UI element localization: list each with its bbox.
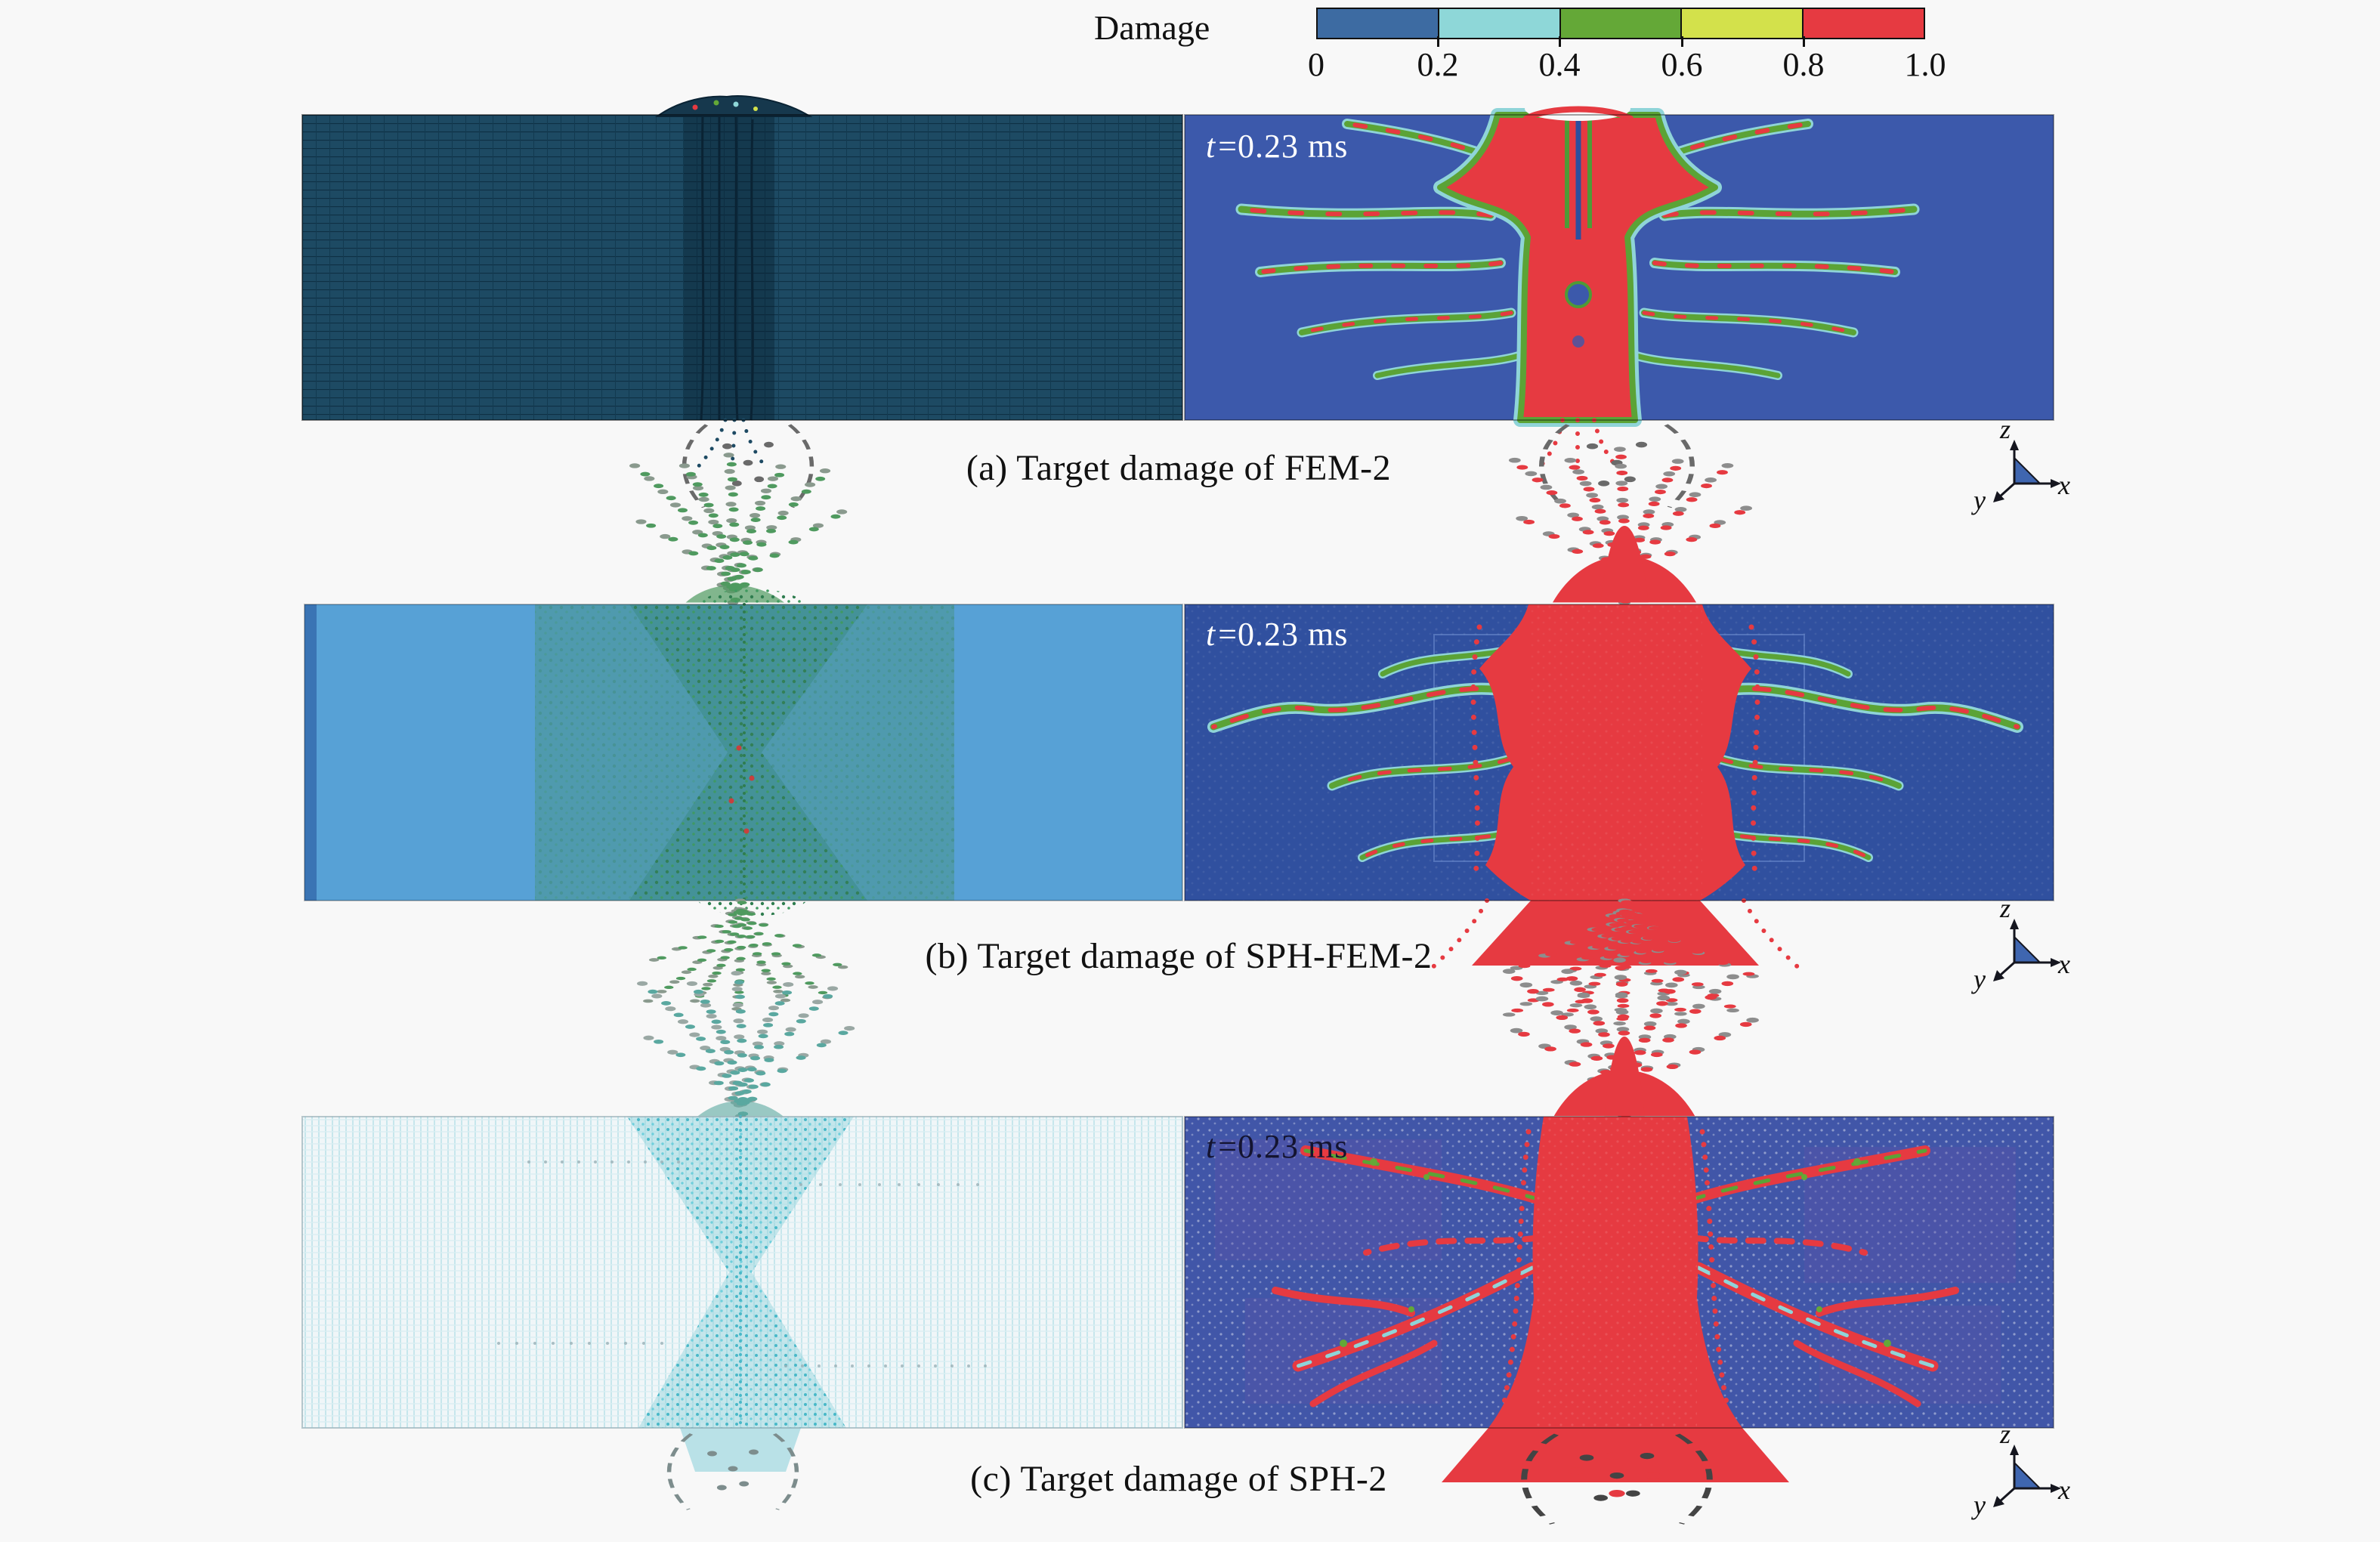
- axis-triad-a: z x y: [1971, 414, 2070, 515]
- time-label-a: t=0.23 ms: [1206, 127, 1348, 165]
- axis-triad-c: z x y: [1971, 1419, 2070, 1520]
- axis-label-x: x: [2057, 949, 2070, 979]
- axis-label-x: x: [2057, 1475, 2070, 1505]
- debris-arcs-c-right: [1496, 1431, 1738, 1529]
- colorbar-tick-label: 0.6: [1661, 46, 1703, 83]
- time-prefix: t: [1206, 1128, 1216, 1165]
- colorbar-tick: [1437, 36, 1439, 47]
- axis-label-z: z: [1999, 1419, 2011, 1449]
- time-label-c: t=0.23 ms: [1206, 1127, 1348, 1166]
- time-prefix: t: [1206, 616, 1216, 653]
- ejecta-spray-b-right-top: [1481, 444, 1768, 604]
- colorbar-tick-label: 0.8: [1782, 46, 1825, 83]
- time-label-b: t=0.23 ms: [1206, 615, 1348, 654]
- panel-c-damage-contour: [1184, 1116, 2054, 1482]
- caption-c: (c) Target damage of SPH-2: [970, 1459, 1387, 1499]
- colorbar-tick: [1559, 36, 1561, 47]
- panel-b-particle-view: [304, 589, 1183, 916]
- colorbar-tick-label: 0.4: [1538, 46, 1581, 83]
- colorbar-title: Damage: [1094, 8, 1210, 47]
- axis-label-y: y: [1971, 1490, 1986, 1520]
- axis-label-y: y: [1971, 964, 1986, 994]
- time-prefix: t: [1206, 128, 1216, 165]
- ejecta-spray-c-left-top: [612, 969, 869, 1118]
- colorbar-tick-label: 1.0: [1904, 46, 1946, 83]
- axis-triad-b: z x y: [1971, 893, 2070, 994]
- colorbar-segment-4: [1682, 9, 1804, 38]
- axis-label-y: y: [1971, 485, 1986, 515]
- axis-label-z: z: [1999, 414, 2011, 444]
- colorbar-tick-label: 0: [1308, 46, 1324, 83]
- caption-b: (b) Target damage of SPH-FEM-2: [925, 936, 1433, 976]
- colorbar-segment-3: [1560, 9, 1683, 38]
- colorbar-segment-1: [1318, 9, 1439, 38]
- debris-arcs-c-left: [650, 1431, 816, 1514]
- colorbar-segment-5: [1804, 9, 1924, 38]
- panel-b-damage-contour: [1184, 604, 2054, 975]
- caption-a: (a) Target damage of FEM-2: [966, 448, 1392, 488]
- ejecta-spray-b-left-top: [604, 450, 861, 604]
- colorbar-segment-2: [1439, 9, 1561, 38]
- time-value: =0.23 ms: [1218, 1128, 1349, 1165]
- ejecta-spray-c-right-top: [1473, 955, 1776, 1118]
- panel-a-mesh-view: [301, 95, 1183, 475]
- panel-c-particle-view: [301, 1115, 1183, 1472]
- axis-label-z: z: [1999, 893, 2011, 923]
- colorbar-tick: [1803, 36, 1805, 47]
- panel-a-damage-contour: [1184, 97, 2054, 472]
- time-value: =0.23 ms: [1218, 128, 1349, 165]
- colorbar-gradient: [1316, 8, 1925, 39]
- axis-label-x: x: [2057, 470, 2070, 500]
- colorbar-tick-label: 0.2: [1417, 46, 1459, 83]
- time-value: =0.23 ms: [1218, 616, 1349, 653]
- colorbar-tick: [1681, 36, 1683, 47]
